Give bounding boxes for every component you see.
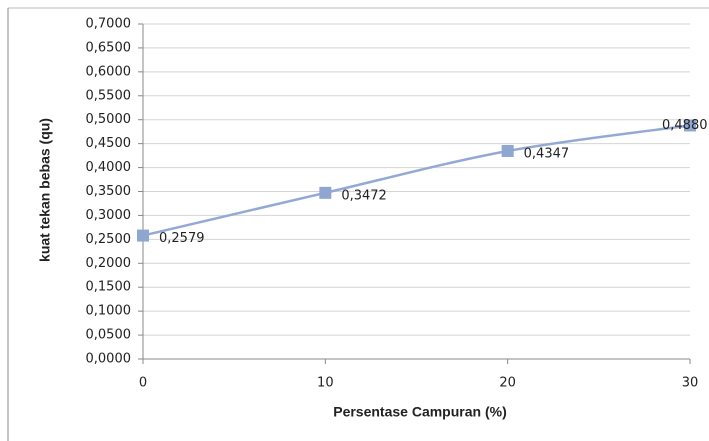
y-tick-label: 0,5500 [86,88,132,103]
marker [501,144,514,157]
data-label: 0,3472 [341,188,387,203]
x-axis-title: Persentase Campuran (%) [333,404,507,420]
x-tick-label: 10 [317,376,334,391]
x-tick-label: 0 [139,376,147,391]
marker [684,119,696,132]
y-tick-label: 0,5000 [86,112,132,127]
line [142,124,691,237]
y-tick-label: 0,2000 [86,256,132,271]
y-tick-label: 0,4000 [86,160,132,175]
marker [319,186,332,199]
x-tick-label: 20 [499,376,516,391]
y-tick-label: 0,1500 [86,280,132,295]
y-tick-label: 0,4500 [86,136,132,151]
y-tick-label: 0,6000 [86,64,132,79]
data-label: 0,4880 [662,118,708,133]
x-tick-label: 30 [682,376,699,391]
y-tick-label: 0,0000 [86,352,132,367]
y-tick-label: 0,2500 [86,232,132,247]
y-tick-label: 0,7000 [86,17,132,32]
y-axis-title: kuat tekan bebas (qu) [37,118,53,262]
y-tick-label: 0,0500 [86,328,132,343]
y-tick-label: 0,3000 [86,208,132,223]
y-tick-label: 0,1000 [86,304,132,319]
marker [137,229,149,242]
data-label: 0,2579 [159,231,205,246]
y-tick-label: 0,3500 [86,184,132,199]
data-label: 0,4347 [524,146,570,161]
y-tick-label: 0,6500 [86,40,132,55]
